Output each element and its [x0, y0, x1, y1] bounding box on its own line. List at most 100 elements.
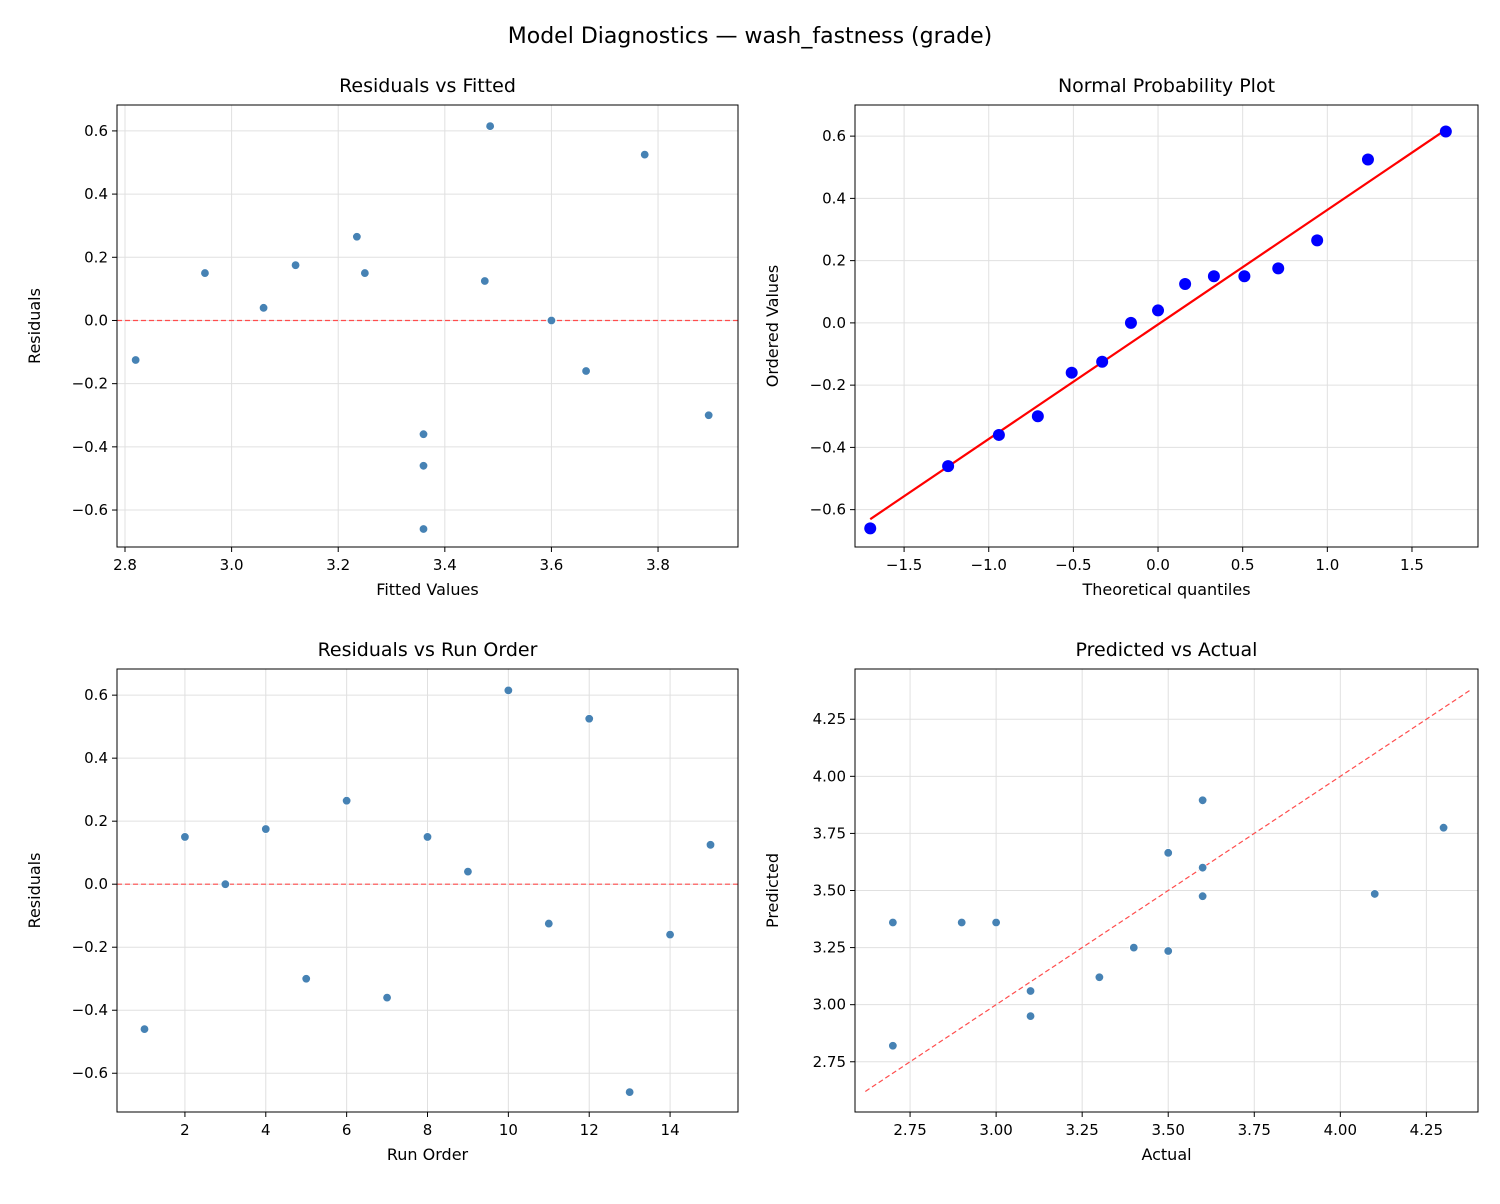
x-tick-label: 2.8 — [113, 556, 137, 574]
data-point — [341, 796, 352, 806]
data-point — [485, 121, 495, 131]
data-point — [422, 832, 433, 842]
x-axis-label: Actual — [1141, 1145, 1191, 1164]
data-point — [1025, 1011, 1036, 1021]
y-tick-label: 0.0 — [84, 311, 108, 329]
data-point — [1311, 234, 1324, 247]
plot-frame — [854, 104, 1479, 548]
data-point — [703, 410, 714, 420]
plot-frame — [116, 104, 739, 548]
data-point — [942, 460, 955, 473]
x-tick-label: 10 — [499, 1121, 518, 1139]
data-point — [1179, 277, 1192, 290]
residuals-vs-fitted-plot: 2.8 3.0 3.2 3.4 3.6 3.8 −0.6 −0.4 −0.2 0.0 0.2 0.4 0… — [25, 75, 739, 599]
plot-frame — [854, 668, 1479, 1113]
data-point — [544, 918, 554, 929]
data-point — [1152, 304, 1165, 317]
x-tick-label: 1.5 — [1400, 556, 1424, 574]
data-point — [1124, 316, 1137, 329]
x-tick-label: 3.2 — [326, 556, 350, 574]
x-tick-label: 3.4 — [433, 556, 457, 574]
data-point — [352, 232, 362, 242]
x-axis-label: Fitted Values — [376, 580, 478, 599]
data-point — [1163, 848, 1173, 858]
data-point — [258, 303, 269, 313]
subplot-title: Normal Probability Plot — [1058, 75, 1275, 97]
x-tick-label: 3.6 — [540, 556, 564, 574]
x-tick-label: 0.5 — [1231, 556, 1255, 574]
x-tick-label: 4.00 — [1324, 1121, 1357, 1139]
y-tick-label: −0.4 — [72, 438, 108, 456]
data-point — [665, 929, 675, 940]
y-tick-label: 4.25 — [813, 710, 846, 728]
y-tick-label: −0.4 — [810, 438, 846, 456]
data-point — [705, 840, 716, 850]
data-point — [888, 917, 898, 928]
y-tick-label: 0.6 — [822, 127, 846, 145]
x-tick-label: 4 — [261, 1121, 271, 1139]
x-tick-label: 2 — [180, 1121, 190, 1139]
data-point — [503, 685, 514, 696]
x-tick-label: 0.0 — [1146, 556, 1170, 574]
data-point — [1163, 946, 1173, 956]
data-point — [1094, 972, 1105, 982]
data-point — [418, 461, 429, 471]
x-tick-label: −1.0 — [971, 556, 1007, 574]
data-point — [1238, 270, 1251, 283]
x-axis-label: Theoretical quantiles — [1081, 580, 1250, 599]
x-tick-label: 2.75 — [893, 1121, 926, 1139]
data-point — [1096, 355, 1109, 368]
data-point — [130, 355, 141, 365]
identity-reference-line — [864, 689, 1472, 1092]
figure-title: Model Diagnostics — wash_fastness (grade… — [508, 24, 992, 49]
data-point — [1197, 891, 1208, 901]
y-tick-label: 0.2 — [84, 248, 108, 266]
y-tick-label: 0.2 — [822, 252, 846, 270]
y-tick-label: 0.6 — [84, 686, 108, 704]
plot-frame — [116, 668, 739, 1113]
y-tick-label: −0.6 — [810, 501, 846, 519]
y-tick-label: 0.0 — [822, 314, 846, 332]
x-tick-label: −0.5 — [1055, 556, 1091, 574]
x-tick-label: 14 — [661, 1121, 680, 1139]
y-tick-label: 3.50 — [813, 882, 846, 900]
data-point — [418, 429, 429, 439]
x-tick-label: 3.0 — [220, 556, 244, 574]
data-point — [581, 366, 591, 376]
normal-probability-plot: −1.5 −1.0 −0.5 0.0 0.5 1.0 1.5 −0.6 −0.4 −0.2 0.0 0… — [763, 75, 1479, 599]
data-point — [1197, 795, 1208, 806]
x-axis-label: Run Order — [387, 1145, 469, 1164]
y-tick-label: 4.00 — [813, 767, 846, 785]
y-tick-label: 0.6 — [84, 122, 108, 140]
y-tick-label: −0.2 — [72, 375, 108, 393]
data-point — [301, 974, 311, 984]
x-tick-label: −1.5 — [886, 556, 922, 574]
data-point — [139, 1024, 150, 1034]
data-point — [992, 428, 1005, 441]
x-tick-label: 3.00 — [979, 1121, 1012, 1139]
y-tick-label: 0.2 — [84, 812, 108, 830]
data-point — [418, 524, 429, 534]
y-tick-label: −0.2 — [72, 938, 108, 956]
y-tick-label: 3.00 — [813, 996, 846, 1014]
data-point — [991, 917, 1001, 928]
x-tick-label: 3.75 — [1238, 1121, 1271, 1139]
y-tick-label: 0.4 — [84, 185, 108, 203]
x-tick-label: 6 — [342, 1121, 352, 1139]
residuals-vs-run-order-plot: 2 4 6 8 10 12 14 −0.6 −0.4 −0.2 0.0 0.2 0.4 0.6 Residu… — [25, 639, 739, 1164]
y-tick-label: −0.6 — [72, 501, 108, 519]
y-tick-label: 0.4 — [84, 749, 108, 767]
data-point — [261, 824, 271, 834]
data-point — [864, 522, 877, 535]
data-point — [1438, 823, 1449, 833]
x-tick-label: 3.50 — [1152, 1121, 1185, 1139]
data-point — [480, 276, 490, 286]
subplot-title: Residuals vs Run Order — [318, 639, 538, 661]
subplot-title: Predicted vs Actual — [1076, 639, 1258, 661]
predicted-vs-actual-plot: 2.75 3.00 3.25 3.50 3.75 4.00 4.25 2.75 3.00 3.25… — [763, 639, 1479, 1164]
fit-line — [869, 128, 1447, 521]
x-tick-label: 3.25 — [1065, 1121, 1098, 1139]
data-point — [290, 260, 301, 270]
data-point — [1207, 270, 1220, 283]
